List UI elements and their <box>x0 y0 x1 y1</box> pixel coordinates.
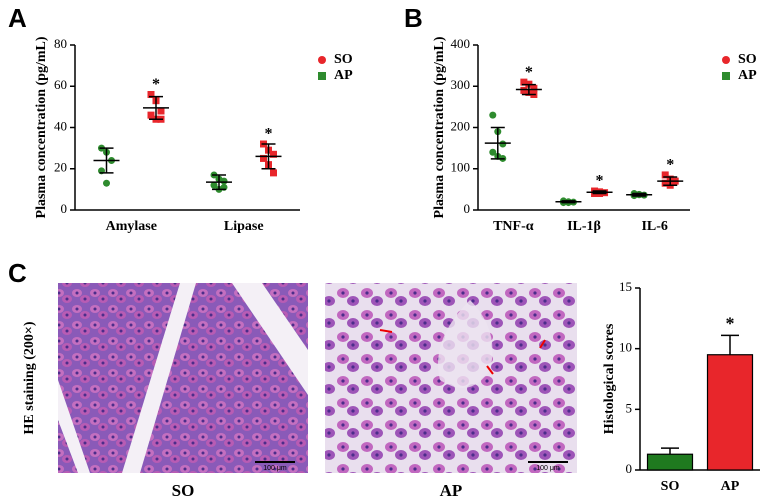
significance: * <box>525 64 533 81</box>
significance: * <box>265 126 273 143</box>
y-tick-label: 200 <box>451 118 471 133</box>
error-bar <box>212 174 226 191</box>
significance: * <box>726 313 735 333</box>
y-tick-label: 20 <box>54 160 67 175</box>
y-tick-label: 10 <box>619 340 632 355</box>
error-bar <box>99 147 114 174</box>
legend-marker <box>722 56 730 64</box>
x-tick-label: AP <box>721 479 740 494</box>
image-label: AP <box>440 481 463 500</box>
image-label: SO <box>172 481 195 500</box>
error-bar <box>661 447 679 455</box>
x-tick-label: SO <box>661 479 680 494</box>
error-bar <box>561 200 576 204</box>
panel-label: C <box>8 258 27 288</box>
error-bar <box>149 95 163 120</box>
data-point <box>220 177 228 185</box>
x-tick-label: IL-1β <box>567 219 601 234</box>
bar <box>706 354 754 471</box>
data-point <box>489 148 497 156</box>
legend-label: AP <box>334 68 353 83</box>
significance: * <box>596 173 604 190</box>
significance: * <box>666 157 674 174</box>
error-bar <box>490 126 505 160</box>
data-point <box>661 171 669 179</box>
row-label: HE staining (200×) <box>22 321 37 434</box>
error-bar <box>632 192 647 197</box>
data-point <box>661 179 669 187</box>
legend-label: SO <box>738 52 757 67</box>
y-axis-title: Plasma concentration (pg/mL) <box>432 36 447 218</box>
data-point <box>103 179 110 187</box>
panel-label: B <box>404 3 423 33</box>
data-point <box>270 150 277 158</box>
histology-ap <box>325 283 577 473</box>
data-point <box>210 181 218 189</box>
y-tick-label: 100 <box>451 160 471 175</box>
x-tick-label: Amylase <box>106 219 157 234</box>
y-axis-title: Plasma concentration (pg/mL) <box>34 36 49 218</box>
data-point <box>270 169 277 177</box>
error-bar <box>261 143 276 170</box>
y-tick-label: 5 <box>626 400 633 415</box>
significance: * <box>152 76 160 93</box>
y-tick-label: 0 <box>464 201 471 216</box>
y-tick-label: 300 <box>451 77 471 92</box>
scale-bar-label: 100 μm <box>536 465 560 472</box>
error-bar <box>721 334 739 355</box>
error-bar <box>521 83 536 96</box>
x-tick-label: TNF-α <box>493 219 534 234</box>
data-point <box>520 78 528 86</box>
y-tick-label: 400 <box>451 36 471 51</box>
data-point <box>489 111 497 119</box>
error-bar <box>592 190 607 195</box>
y-tick-label: 0 <box>626 461 633 476</box>
x-tick-label: Lipase <box>224 219 264 234</box>
legend-marker <box>318 56 326 64</box>
data-point <box>530 84 538 92</box>
y-tick-label: 0 <box>61 201 68 216</box>
error-bar <box>663 176 678 186</box>
legend-marker <box>318 72 326 80</box>
data-point <box>520 86 528 94</box>
legend-marker <box>722 72 730 80</box>
histology-so <box>58 283 308 473</box>
y-tick-label: 60 <box>54 77 67 92</box>
y-tick-label: 40 <box>54 118 67 133</box>
data-point <box>147 91 155 98</box>
panel-label: A <box>8 3 27 33</box>
legend-label: AP <box>738 68 757 83</box>
data-point <box>260 154 267 162</box>
y-tick-label: 80 <box>54 36 67 51</box>
y-tick-label: 15 <box>619 279 632 294</box>
y-axis-title: Histological scores <box>602 323 617 434</box>
legend-label: SO <box>334 52 353 67</box>
data-point <box>147 111 155 119</box>
data-point <box>157 107 165 115</box>
data-point <box>499 140 507 148</box>
bar <box>646 453 694 471</box>
x-tick-label: IL-6 <box>641 219 667 234</box>
scale-bar-label: 100 μm <box>263 465 287 472</box>
